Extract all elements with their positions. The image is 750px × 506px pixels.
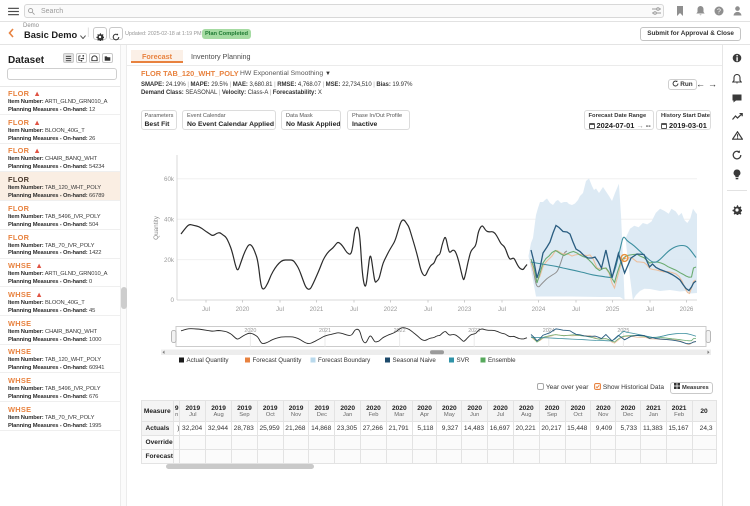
svg-text:2024: 2024 bbox=[532, 306, 546, 313]
svg-text:Jul: Jul bbox=[276, 306, 284, 313]
svg-text:Jul: Jul bbox=[424, 306, 432, 313]
svg-text:Actual Quantity: Actual Quantity bbox=[187, 357, 230, 364]
svg-text:60k: 60k bbox=[164, 176, 175, 183]
svg-text:20k: 20k bbox=[164, 257, 175, 264]
svg-text:2023: 2023 bbox=[458, 306, 472, 313]
svg-text:2022: 2022 bbox=[394, 328, 406, 334]
svg-text:Forecast Quantity: Forecast Quantity bbox=[253, 357, 303, 364]
svg-text:2021: 2021 bbox=[319, 328, 331, 334]
svg-text:Seasonal Naive: Seasonal Naive bbox=[393, 357, 437, 364]
svg-text:2020: 2020 bbox=[236, 306, 250, 313]
svg-text:Jul: Jul bbox=[350, 306, 358, 313]
svg-text:2022: 2022 bbox=[384, 306, 398, 313]
svg-text:SVR: SVR bbox=[457, 357, 470, 364]
svg-text:2025: 2025 bbox=[606, 306, 620, 313]
svg-text:0: 0 bbox=[171, 297, 175, 304]
svg-text:?: ? bbox=[717, 8, 721, 15]
svg-text:2020: 2020 bbox=[244, 328, 256, 334]
svg-text:Quantity: Quantity bbox=[153, 215, 160, 240]
svg-text:Jul: Jul bbox=[646, 306, 654, 313]
svg-text:40k: 40k bbox=[164, 216, 175, 223]
svg-text:Forecast Boundary: Forecast Boundary bbox=[318, 357, 371, 364]
svg-text:Ensemble: Ensemble bbox=[488, 357, 516, 364]
svg-text:Jul: Jul bbox=[572, 306, 580, 313]
svg-text:Jul: Jul bbox=[202, 306, 210, 313]
svg-text:2021: 2021 bbox=[310, 306, 324, 313]
svg-text:Jul: Jul bbox=[498, 306, 506, 313]
svg-text:2026: 2026 bbox=[680, 306, 694, 313]
svg-text:2024: 2024 bbox=[543, 328, 555, 334]
svg-text:2023: 2023 bbox=[468, 328, 480, 334]
